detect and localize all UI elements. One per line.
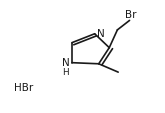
Text: N: N	[62, 57, 70, 67]
Text: Br: Br	[125, 10, 136, 20]
Text: HBr: HBr	[15, 82, 34, 92]
Text: H: H	[63, 67, 69, 76]
Text: N: N	[97, 28, 105, 38]
